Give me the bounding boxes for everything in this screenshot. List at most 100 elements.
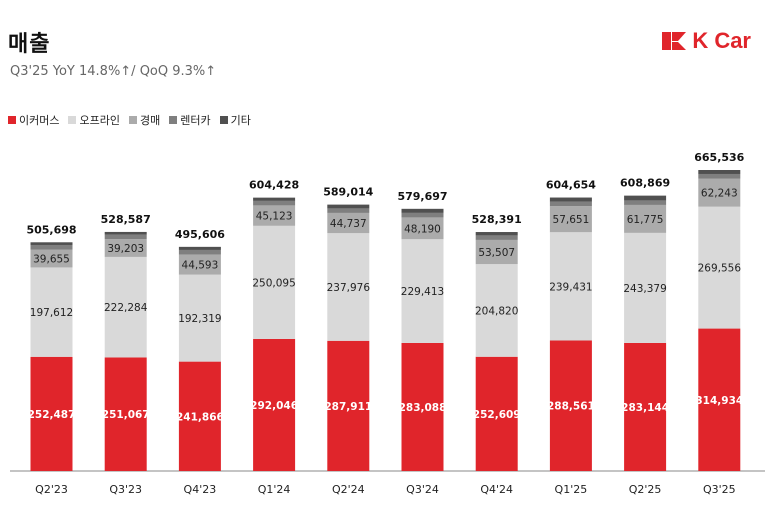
bar-ecommerce-5 xyxy=(401,342,444,471)
bar-ecommerce-9 xyxy=(698,328,741,471)
bar-auction-1 xyxy=(104,239,147,257)
label-offline-9: 269,556 xyxy=(698,263,742,275)
bar-other-8 xyxy=(624,195,667,201)
label-total-4: 589,014 xyxy=(323,186,373,199)
label-offline-1: 222,284 xyxy=(104,302,148,314)
bar-offline-2 xyxy=(178,274,221,362)
bar-offline-6 xyxy=(475,264,518,357)
bar-rentcar-3 xyxy=(253,200,296,206)
bar-auction-7 xyxy=(549,206,592,233)
label-offline-6: 204,820 xyxy=(475,305,518,317)
bar-auction-0 xyxy=(30,249,73,268)
bar-offline-1 xyxy=(104,256,147,358)
page-subtitle: Q3'25 YoY 14.8%↑/ QoQ 9.3%↑ xyxy=(10,64,217,79)
label-ecommerce-1: 251,067 xyxy=(102,409,150,421)
label-auction-9: 62,243 xyxy=(701,188,738,200)
label-offline-4: 237,976 xyxy=(327,282,371,294)
bar-other-1 xyxy=(104,231,147,235)
legend-swatch-offline xyxy=(68,116,77,124)
label-auction-2: 44,593 xyxy=(182,260,219,272)
bar-offline-0 xyxy=(30,267,73,357)
bar-rentcar-0 xyxy=(30,244,73,250)
bar-auction-3 xyxy=(253,205,296,226)
legend-label-auction: 경매 xyxy=(139,114,161,127)
label-total-8: 608,869 xyxy=(620,177,670,190)
bar-other-6 xyxy=(475,232,518,236)
label-ecommerce-8: 283,144 xyxy=(621,402,669,414)
bar-ecommerce-1 xyxy=(104,357,147,471)
bar-other-7 xyxy=(549,197,592,202)
label-auction-1: 39,203 xyxy=(107,243,144,255)
x-tick-label-6: Q4'24 xyxy=(480,483,513,496)
bar-other-3 xyxy=(253,197,296,201)
label-ecommerce-3: 292,046 xyxy=(250,400,298,412)
label-auction-6: 53,507 xyxy=(478,247,515,259)
label-ecommerce-2: 241,866 xyxy=(176,411,224,423)
logo-text: K Car xyxy=(692,28,751,53)
chart-legend: 이커머스 오프라인 경매 렌터카 기타 xyxy=(8,112,251,128)
label-total-1: 528,587 xyxy=(101,213,151,226)
bar-offline-9 xyxy=(698,206,741,329)
legend-item-other: 기타 xyxy=(219,112,251,128)
label-total-7: 604,654 xyxy=(546,179,596,192)
bar-rentcar-2 xyxy=(178,249,221,255)
bar-offline-3 xyxy=(253,225,296,339)
label-ecommerce-0: 252,487 xyxy=(28,409,76,421)
legend-label-offline: 오프라인 xyxy=(79,114,120,127)
bar-offline-8 xyxy=(624,232,667,343)
legend-item-auction: 경매 xyxy=(128,112,161,128)
legend-label-ecommerce: 이커머스 xyxy=(19,114,60,127)
label-offline-5: 229,413 xyxy=(401,286,444,298)
legend-label-other: 기타 xyxy=(230,114,251,127)
bar-auction-6 xyxy=(475,239,518,265)
bar-other-2 xyxy=(178,246,221,250)
label-ecommerce-5: 283,088 xyxy=(399,402,447,414)
bar-other-9 xyxy=(698,170,741,174)
kcar-logo-icon xyxy=(662,32,687,50)
page-title: 매출 xyxy=(8,32,51,57)
kcar-logo: K Car xyxy=(662,28,751,54)
label-total-0: 505,698 xyxy=(26,223,76,236)
label-ecommerce-6: 252,609 xyxy=(473,409,521,421)
label-total-9: 665,536 xyxy=(694,151,744,164)
bar-auction-9 xyxy=(698,178,741,207)
x-tick-label-4: Q2'24 xyxy=(332,483,365,496)
bar-rentcar-5 xyxy=(401,212,444,218)
label-auction-7: 57,651 xyxy=(553,214,590,226)
legend-swatch-auction xyxy=(128,116,137,124)
bar-ecommerce-2 xyxy=(178,361,221,471)
bar-offline-5 xyxy=(401,239,444,343)
legend-swatch-ecommerce xyxy=(8,116,16,124)
x-tick-label-2: Q4'23 xyxy=(184,483,217,496)
label-auction-3: 45,123 xyxy=(256,211,293,223)
bar-offline-4 xyxy=(327,233,370,341)
bar-rentcar-8 xyxy=(624,200,667,205)
bar-ecommerce-7 xyxy=(549,340,592,471)
legend-item-offline: 오프라인 xyxy=(68,112,120,128)
label-offline-7: 239,431 xyxy=(549,281,592,293)
label-total-2: 495,606 xyxy=(175,228,225,241)
label-ecommerce-9: 314,934 xyxy=(695,395,743,407)
bar-other-5 xyxy=(401,208,444,213)
legend-swatch-other xyxy=(219,116,228,124)
label-offline-0: 197,612 xyxy=(30,307,73,319)
label-offline-8: 243,379 xyxy=(623,283,666,295)
legend-label-rentcar: 렌터카 xyxy=(180,114,211,127)
label-total-6: 528,391 xyxy=(472,213,522,226)
bar-ecommerce-8 xyxy=(624,342,667,471)
label-auction-5: 48,190 xyxy=(404,223,441,235)
bar-ecommerce-0 xyxy=(30,356,73,471)
label-auction-8: 61,775 xyxy=(627,214,664,226)
bar-rentcar-6 xyxy=(475,235,518,240)
bar-other-4 xyxy=(327,204,370,209)
bar-ecommerce-6 xyxy=(475,356,518,471)
x-tick-label-7: Q1'25 xyxy=(555,483,588,496)
x-tick-label-1: Q3'23 xyxy=(109,483,142,496)
x-tick-label-5: Q3'24 xyxy=(406,483,439,496)
bar-rentcar-4 xyxy=(327,208,370,213)
legend-item-ecommerce: 이커머스 xyxy=(8,112,59,128)
bar-ecommerce-4 xyxy=(327,340,370,471)
x-tick-label-0: Q2'23 xyxy=(35,483,68,496)
bar-rentcar-1 xyxy=(104,234,147,240)
label-offline-2: 192,319 xyxy=(178,313,221,325)
